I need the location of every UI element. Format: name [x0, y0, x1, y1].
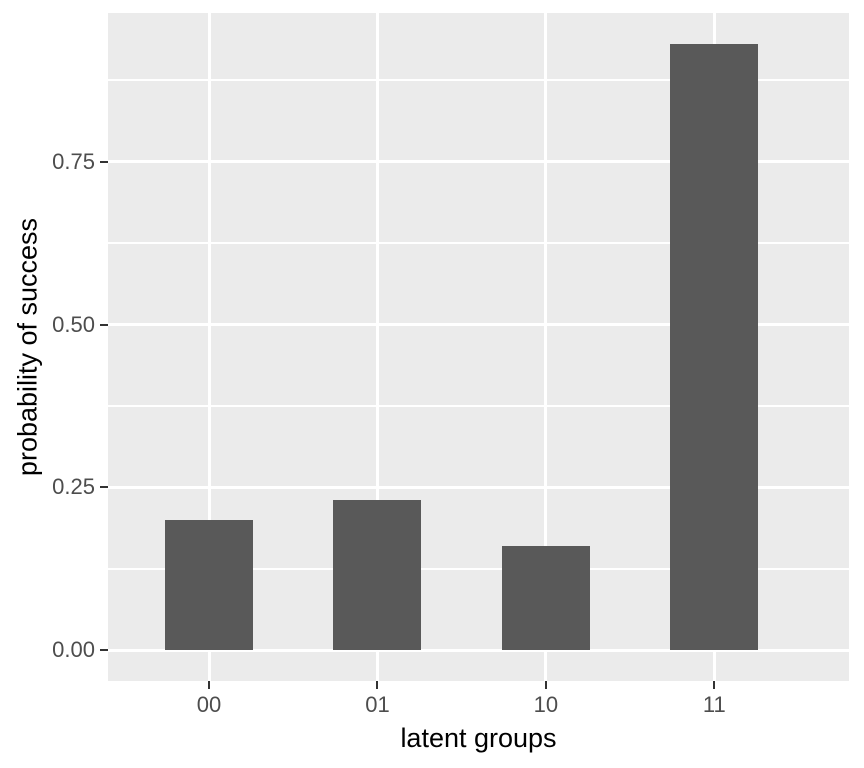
bar-01	[333, 500, 422, 651]
x-tick-mark	[544, 681, 547, 689]
y-tick-mark	[100, 323, 108, 326]
major-gridline	[108, 648, 849, 652]
bar-11	[670, 44, 759, 651]
y-tick-label: 0.25	[52, 474, 95, 500]
major-gridline	[108, 323, 849, 327]
bar-10	[501, 546, 590, 651]
x-tick-label: 11	[702, 692, 726, 717]
minor-gridline	[108, 567, 849, 570]
x-tick-label: 01	[365, 692, 390, 717]
category-gridline	[544, 13, 548, 681]
y-tick-mark	[100, 160, 108, 163]
x-tick-label: 10	[533, 692, 559, 717]
y-tick-label: 0.75	[52, 148, 95, 174]
x-tick-mark	[208, 681, 211, 689]
category-gridline	[375, 13, 379, 681]
x-axis-title: latent groups	[400, 723, 557, 753]
y-tick-mark	[100, 486, 108, 489]
y-tick-label: 0.00	[52, 637, 95, 663]
y-axis-title: probability of success	[12, 217, 43, 477]
plot-panel	[108, 13, 849, 681]
y-tick-mark	[100, 649, 108, 652]
x-tick-mark	[713, 681, 716, 689]
bar-00	[165, 520, 254, 651]
x-tick-label: 00	[196, 692, 222, 717]
x-tick-mark	[376, 681, 379, 689]
minor-gridline	[108, 404, 849, 407]
minor-gridline	[108, 79, 849, 82]
minor-gridline	[108, 242, 849, 245]
major-gridline	[108, 160, 849, 164]
major-gridline	[108, 485, 849, 489]
category-gridline	[207, 13, 211, 681]
y-tick-label: 0.50	[52, 311, 95, 337]
